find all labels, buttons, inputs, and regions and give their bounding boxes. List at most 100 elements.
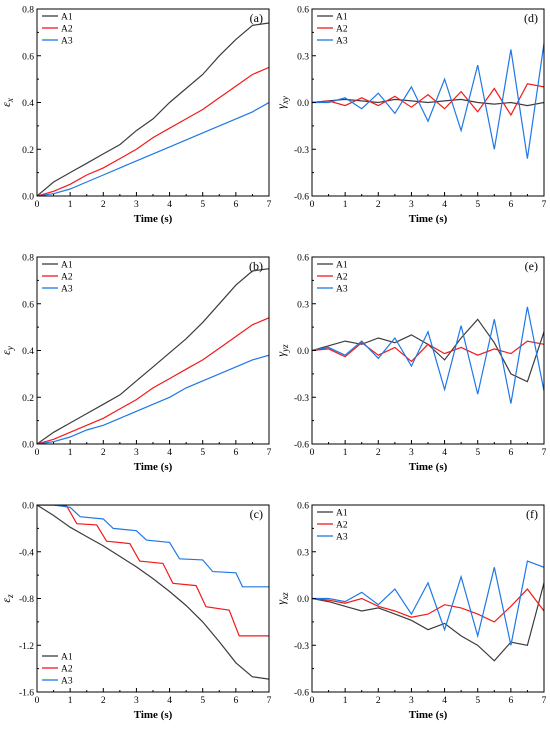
- y-tick-label: -0.6: [294, 689, 309, 699]
- y-tick-label: 0.8: [22, 254, 34, 264]
- x-axis-title: Time (s): [134, 709, 173, 721]
- x-tick-label: 4: [442, 448, 447, 458]
- x-tick-label: 5: [475, 448, 480, 458]
- x-tick-label: 6: [233, 200, 238, 210]
- y-tick-label: 0.4: [22, 99, 34, 109]
- legend-label-a3: A3: [336, 533, 348, 543]
- legend-label-a2: A2: [61, 273, 73, 283]
- series-line-a3: [37, 354, 269, 444]
- panel-label: (b): [249, 259, 263, 273]
- x-tick-label: 4: [167, 448, 172, 458]
- x-tick-label: 3: [409, 448, 414, 458]
- y-tick-label: -0.3: [294, 642, 309, 652]
- x-tick-label: 5: [200, 200, 205, 210]
- y-axis-label: εy: [0, 346, 15, 355]
- y-axis-label: εx: [0, 98, 15, 107]
- x-tick-label: 2: [101, 448, 106, 458]
- x-tick-label: 6: [508, 448, 513, 458]
- series-line-a2: [312, 83, 544, 117]
- y-tick-label: 0.6: [297, 502, 309, 512]
- y-axis-label: γxy: [274, 96, 290, 109]
- x-tick-label: 4: [442, 696, 447, 706]
- legend-label-a1: A1: [61, 653, 73, 663]
- series-line-a1: [312, 98, 544, 107]
- x-tick-label: 5: [475, 200, 480, 210]
- series-line-a1: [37, 268, 269, 444]
- x-tick-label: 0: [35, 200, 40, 210]
- series-line-a3: [312, 43, 544, 159]
- x-tick-label: 0: [35, 448, 40, 458]
- legend-label-a3: A3: [61, 677, 73, 687]
- x-tick-label: 6: [508, 696, 513, 706]
- legend-label-a2: A2: [336, 521, 348, 531]
- y-tick-label: -0.6: [294, 193, 309, 203]
- series-line-a3: [312, 306, 544, 404]
- x-tick-label: 6: [233, 448, 238, 458]
- x-tick-label: 0: [310, 696, 315, 706]
- x-tick-label: 4: [167, 200, 172, 210]
- x-axis-title: Time (s): [134, 213, 173, 225]
- y-tick-label: 0.8: [22, 6, 34, 16]
- y-tick-label: -0.4: [19, 548, 34, 558]
- y-tick-label: -0.3: [294, 146, 309, 156]
- x-tick-label: 3: [134, 200, 139, 210]
- legend-label-a3: A3: [336, 37, 348, 47]
- x-tick-label: 5: [475, 696, 480, 706]
- legend-label-a2: A2: [61, 25, 73, 35]
- y-tick-label: 0.0: [297, 595, 309, 605]
- x-tick-label: 3: [409, 696, 414, 706]
- x-tick-label: 6: [233, 696, 238, 706]
- panel-label: (e): [525, 259, 538, 273]
- legend-label-a3: A3: [61, 285, 73, 295]
- y-axis-label: γxz: [274, 592, 290, 605]
- y-axis-label: εz: [0, 594, 15, 603]
- series-line-a3: [37, 101, 269, 196]
- x-tick-label: 3: [134, 448, 139, 458]
- chart-panel-c: 0 1 2 3 4 5 6 7 -1.6 -1.2 -0.8 -0.4 0.0 Time (s) εz (c)…: [0, 502, 272, 722]
- series-line-a1: [312, 582, 544, 662]
- legend-label-a1: A1: [61, 13, 73, 23]
- y-tick-label: -0.3: [294, 394, 309, 404]
- x-tick-label: 0: [310, 200, 315, 210]
- panel-label: (d): [524, 11, 538, 25]
- series-line-a2: [312, 340, 544, 363]
- legend-label-a1: A1: [336, 261, 348, 271]
- chart-panel-f: 0 1 2 3 4 5 6 7 -0.6 -0.3 0.0 0.3 0.6 Time (s) γxz (f) A…: [274, 502, 547, 722]
- x-tick-label: 2: [376, 696, 381, 706]
- legend-label-a1: A1: [61, 261, 73, 271]
- y-tick-label: 0.0: [297, 99, 309, 109]
- x-tick-label: 1: [343, 448, 348, 458]
- y-tick-label: 0.0: [297, 347, 309, 357]
- y-tick-label: 0.0: [22, 441, 34, 451]
- series-line-a1: [37, 22, 269, 196]
- panel-label: (c): [250, 507, 263, 521]
- legend-label-a2: A2: [61, 665, 73, 675]
- x-tick-label: 1: [68, 696, 73, 706]
- y-tick-label: 0.2: [22, 394, 34, 404]
- panel-label: (f): [526, 507, 538, 521]
- x-tick-label: 4: [167, 696, 172, 706]
- y-tick-label: -0.6: [294, 441, 309, 451]
- y-tick-label: -1.6: [19, 689, 34, 699]
- series-line-a2: [37, 66, 269, 196]
- x-tick-label: 5: [200, 696, 205, 706]
- x-axis-title: Time (s): [409, 709, 448, 721]
- y-tick-label: 0.6: [297, 6, 309, 16]
- legend-label-a2: A2: [336, 25, 348, 35]
- chart-panel-b: 0 1 2 3 4 5 6 7 0.0 0.2 0.4 0.6 0.8 Time (s) εy (b) A1 A2…: [0, 254, 272, 474]
- x-tick-label: 3: [409, 200, 414, 210]
- chart-panel-e: 0 1 2 3 4 5 6 7 -0.6 -0.3 0.0 0.3 0.6 Time (s) γyz (e) A…: [274, 254, 547, 474]
- x-tick-label: 5: [200, 448, 205, 458]
- x-tick-label: 2: [376, 200, 381, 210]
- x-tick-label: 7: [267, 200, 272, 210]
- series-line-a3: [37, 505, 269, 588]
- x-tick-label: 7: [542, 200, 547, 210]
- x-tick-label: 7: [542, 696, 547, 706]
- series-line-a1: [312, 318, 544, 383]
- y-tick-label: 0.0: [22, 193, 34, 203]
- series-line-a3: [312, 560, 544, 646]
- y-tick-label: 0.4: [22, 347, 34, 357]
- y-tick-label: 0.3: [297, 300, 309, 310]
- series-line-a2: [37, 505, 269, 637]
